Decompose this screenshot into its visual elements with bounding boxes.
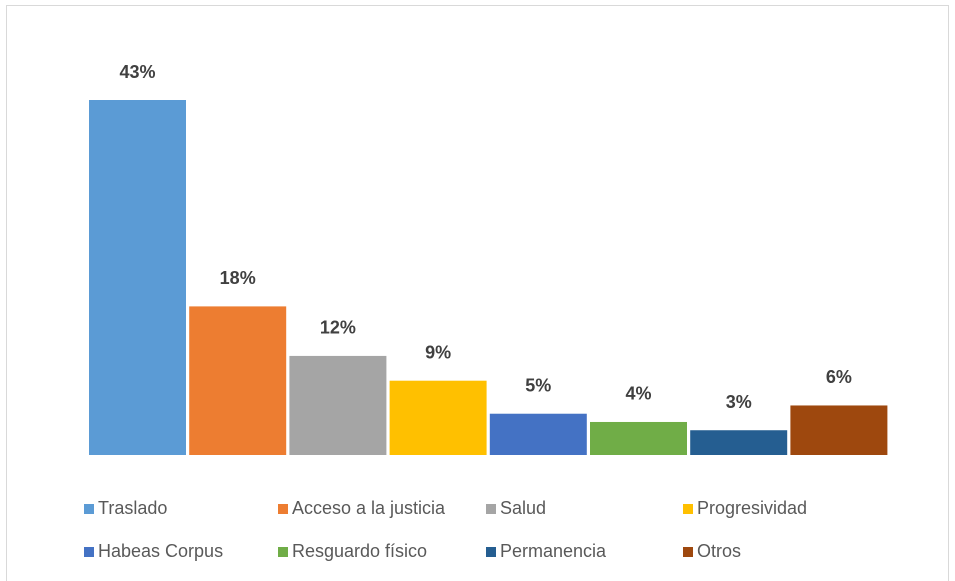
bar: [790, 405, 888, 455]
legend-label: Otros: [697, 541, 741, 561]
data-label: 5%: [525, 375, 551, 395]
legend-label: Salud: [500, 498, 546, 518]
bar: [89, 100, 186, 455]
legend-swatch: [84, 547, 94, 557]
legend-swatch: [278, 504, 288, 514]
data-label: 18%: [220, 268, 256, 288]
legend-label: Acceso a la justicia: [292, 498, 446, 518]
bar: [690, 430, 788, 455]
legend-swatch: [683, 504, 693, 514]
data-label: 3%: [726, 392, 752, 412]
legend-swatch: [84, 504, 94, 514]
legend-label: Habeas Corpus: [98, 541, 223, 561]
bar: [289, 355, 387, 455]
legend-label: Traslado: [98, 498, 167, 518]
data-label: 9%: [425, 342, 451, 362]
data-label: 43%: [119, 62, 155, 82]
bar: [590, 421, 687, 455]
data-label: 12%: [320, 318, 356, 338]
legend-swatch: [486, 547, 496, 557]
legend-label: Permanencia: [500, 541, 607, 561]
bar: [189, 306, 287, 455]
legend-swatch: [278, 547, 288, 557]
legend-label: Progresividad: [697, 498, 807, 518]
legend-swatch: [683, 547, 693, 557]
bar: [489, 413, 587, 455]
data-label: 4%: [625, 384, 651, 404]
legend-label: Resguardo físico: [292, 541, 427, 561]
bar: [389, 380, 487, 455]
data-label: 6%: [826, 367, 852, 387]
legend-swatch: [486, 504, 496, 514]
